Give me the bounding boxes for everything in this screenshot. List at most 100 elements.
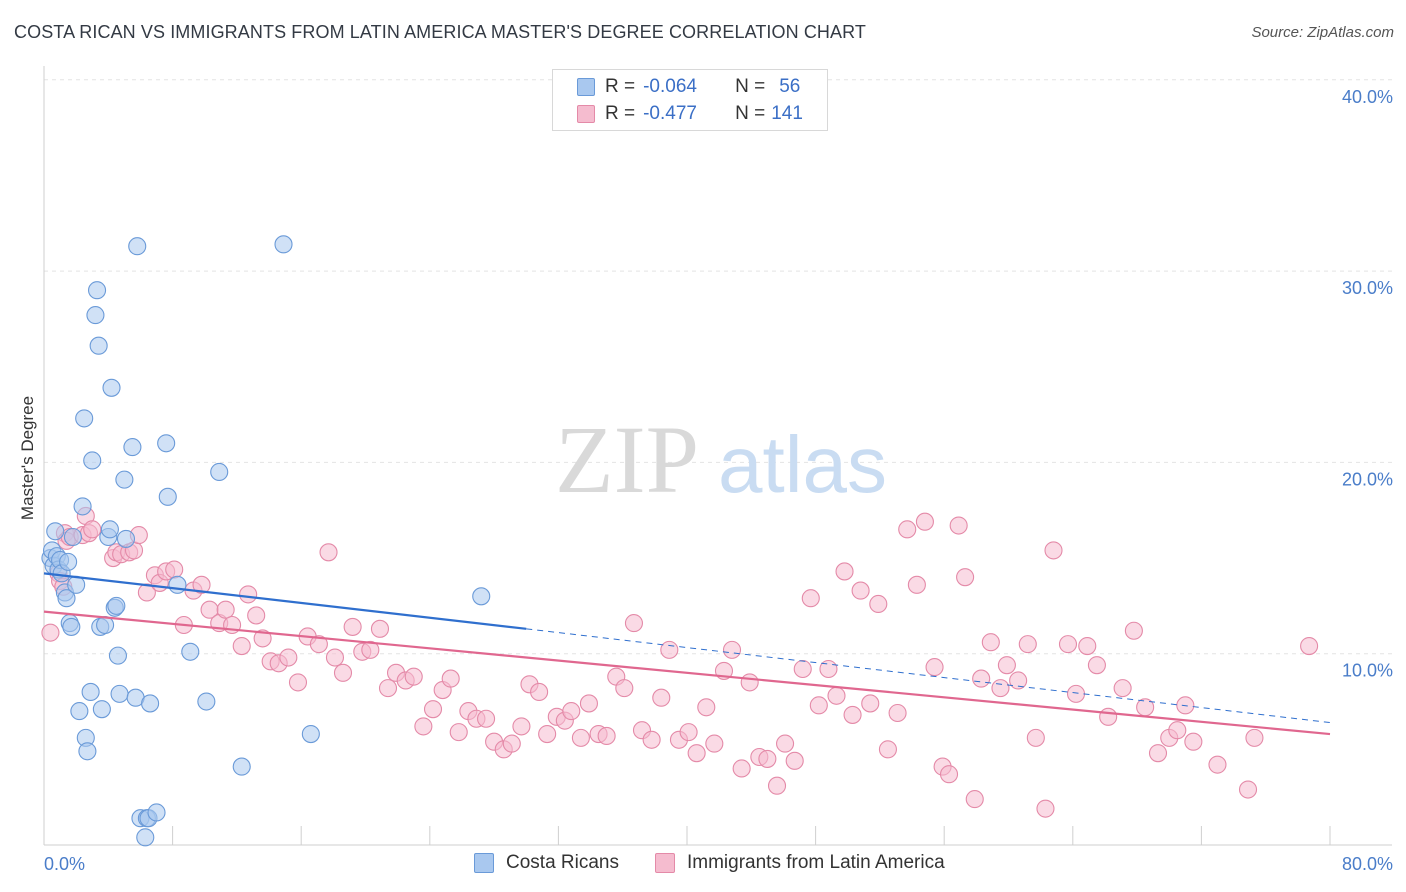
immigrants-point bbox=[562, 702, 581, 721]
costa-ricans-point bbox=[63, 527, 82, 547]
immigrants-point bbox=[965, 790, 984, 809]
watermark-zip: ZIP bbox=[555, 406, 699, 513]
immigrants-point bbox=[404, 667, 423, 686]
costa-ricans-point bbox=[147, 803, 166, 822]
immigrants-point bbox=[925, 658, 944, 677]
immigrants-point bbox=[1124, 621, 1143, 640]
immigrants-point bbox=[851, 581, 870, 600]
immigrants-point bbox=[785, 751, 804, 770]
costa-ricans-point bbox=[107, 596, 126, 615]
immigrants-point bbox=[253, 629, 272, 648]
costa-ricans-trend-extension bbox=[526, 628, 1331, 724]
y-tick-label: 40.0% bbox=[1342, 87, 1393, 107]
immigrants-point bbox=[325, 648, 345, 667]
immigrants-point bbox=[1078, 636, 1097, 656]
immigrants-point bbox=[776, 734, 795, 753]
immigrants-point bbox=[232, 636, 251, 656]
legend-swatch-pink bbox=[655, 853, 675, 873]
immigrants-point bbox=[477, 709, 496, 728]
immigrants-point bbox=[288, 673, 308, 692]
immigrants-point bbox=[1036, 799, 1055, 818]
legend-swatch-pink bbox=[577, 105, 595, 123]
source-label: Source: ZipAtlas.com bbox=[1251, 24, 1394, 41]
costa-ricans-point bbox=[115, 470, 134, 489]
immigrants-point bbox=[697, 698, 716, 717]
legend-label: Costa Ricans bbox=[506, 852, 619, 873]
immigrants-point bbox=[343, 617, 362, 636]
immigrants-point bbox=[615, 679, 634, 698]
immigrants-point bbox=[705, 734, 724, 753]
legend-item-immigrants[interactable]: Immigrants from Latin America bbox=[655, 852, 945, 874]
immigrants-point bbox=[571, 728, 590, 747]
n-label: N = bbox=[735, 103, 766, 124]
costa-ricans-point bbox=[46, 522, 65, 541]
immigrants-point bbox=[414, 717, 433, 736]
stats-legend: R = -0.064 N = 56 R = -0.477 N = 141 bbox=[552, 69, 828, 131]
legend-swatch-blue bbox=[577, 78, 595, 96]
series-costa-ricans-points bbox=[41, 235, 491, 847]
immigrants-point bbox=[1058, 635, 1078, 654]
immigrants-point bbox=[878, 740, 897, 759]
costa-ricans-point bbox=[70, 702, 89, 721]
costa-ricans-point bbox=[181, 642, 200, 661]
immigrants-point bbox=[1184, 732, 1203, 751]
costa-ricans-point bbox=[141, 694, 160, 713]
costa-ricans-point bbox=[274, 235, 293, 254]
costa-ricans-trend-line bbox=[43, 572, 527, 630]
immigrants-point bbox=[687, 744, 706, 763]
immigrants-point bbox=[907, 575, 926, 594]
costa-ricans-point bbox=[210, 462, 229, 482]
costa-ricans-point bbox=[73, 497, 92, 516]
legend-item-costa-ricans[interactable]: Costa Ricans bbox=[474, 852, 619, 874]
immigrants-point bbox=[1168, 721, 1187, 740]
immigrants-point bbox=[1066, 684, 1086, 703]
costa-ricans-point bbox=[59, 552, 78, 571]
trend-lines bbox=[43, 572, 1331, 736]
immigrants-point bbox=[137, 583, 156, 602]
watermark: ZIP atlas bbox=[555, 406, 887, 513]
immigrants-point bbox=[949, 516, 968, 535]
immigrants-point bbox=[642, 730, 661, 749]
r-value: -0.477 bbox=[643, 103, 697, 124]
costa-ricans-point bbox=[128, 237, 147, 256]
stats-legend-row-immigrants: R = -0.477 N = 141 bbox=[553, 101, 803, 127]
immigrants-point bbox=[309, 635, 328, 654]
costa-ricans-point bbox=[100, 520, 119, 539]
immigrants-point bbox=[869, 594, 888, 614]
immigrants-point bbox=[538, 724, 557, 744]
immigrants-point bbox=[370, 619, 390, 638]
immigrants-point bbox=[530, 682, 549, 702]
costa-ricans-point bbox=[301, 724, 320, 744]
immigrants-point bbox=[378, 679, 398, 698]
immigrants-point bbox=[361, 640, 380, 659]
immigrants-point bbox=[165, 560, 184, 579]
immigrants-point bbox=[801, 589, 820, 608]
costa-ricans-point bbox=[81, 682, 100, 702]
n-label: N = bbox=[735, 76, 766, 97]
n-value: 56 bbox=[779, 76, 801, 97]
immigrants-point bbox=[1245, 728, 1264, 747]
y-tick-label: 20.0% bbox=[1342, 469, 1393, 489]
immigrants-point bbox=[41, 623, 60, 642]
legend-swatch-blue bbox=[474, 853, 494, 873]
costa-ricans-point bbox=[123, 438, 142, 457]
immigrants-point bbox=[423, 700, 443, 719]
immigrants-point bbox=[827, 686, 846, 705]
costa-ricans-point bbox=[116, 529, 136, 548]
immigrants-point bbox=[732, 759, 751, 778]
costa-ricans-point bbox=[108, 646, 127, 665]
costa-ricans-point bbox=[83, 451, 102, 470]
r-value: -0.064 bbox=[643, 76, 697, 97]
immigrants-point bbox=[624, 614, 644, 633]
costa-ricans-point bbox=[158, 487, 177, 506]
immigrants-point bbox=[1300, 636, 1319, 656]
immigrants-point bbox=[767, 776, 787, 795]
costa-ricans-point bbox=[197, 692, 216, 711]
costa-ricans-point bbox=[87, 281, 107, 300]
immigrants-point bbox=[239, 585, 258, 604]
immigrants-point bbox=[333, 663, 353, 682]
immigrants-point bbox=[1208, 755, 1227, 774]
costa-ricans-point bbox=[67, 575, 86, 594]
immigrants-point bbox=[1044, 541, 1063, 560]
immigrants-point bbox=[441, 669, 460, 688]
